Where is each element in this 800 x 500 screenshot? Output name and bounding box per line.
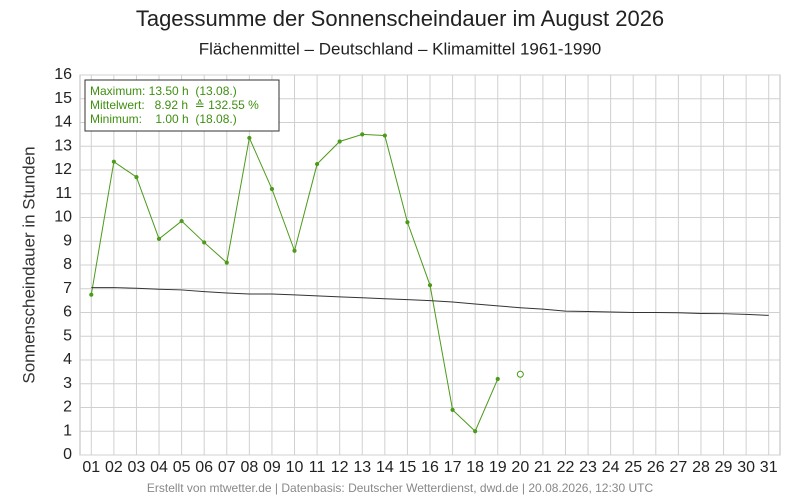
data-point [224,260,229,265]
x-tick-label: 29 [715,459,733,476]
y-axis-label: Sonnenscheindauer in Stunden [19,146,38,383]
series-line [91,287,769,316]
x-tick-label: 25 [624,459,642,476]
data-point [134,175,139,180]
y-tick-label: 16 [54,66,72,83]
footer-source: Erstellt von mtwetter.de | Datenbasis: D… [147,481,654,495]
x-tick-label: 03 [128,459,146,476]
x-tick-label: 05 [173,459,191,476]
y-tick-label: 7 [63,280,72,297]
x-tick-label: 11 [309,459,326,476]
y-tick-label: 1 [63,422,72,439]
x-tick-label: 24 [602,459,620,476]
data-point [360,132,365,137]
x-tick-label: 27 [669,459,687,476]
x-tick-label: 22 [557,459,575,476]
data-point [495,376,500,382]
x-tick-label: 23 [579,459,597,476]
data-point [179,218,184,224]
data-point [247,135,252,141]
data-point [202,240,207,245]
x-tick-label: 19 [489,459,507,476]
y-tick-label: 0 [63,446,72,463]
x-tick-label: 30 [737,459,755,476]
x-tick-label: 10 [286,459,304,476]
chart-subtitle: Flächenmittel – Deutschland – Klimamitte… [199,39,602,58]
x-tick-label: 18 [466,459,484,476]
x-tick-label: 08 [240,459,258,476]
data-point [337,139,342,144]
x-tick-label: 31 [760,459,778,476]
x-tick-label: 01 [82,459,100,476]
chart-title: Tagessumme der Sonnenscheindauer im Augu… [136,6,664,31]
x-tick-label: 21 [534,459,552,476]
stats-line: Minimum: 1.00 h (18.08.) [90,112,237,126]
y-tick-label: 11 [55,185,72,202]
data-point [292,248,297,253]
y-tick-label: 12 [54,161,72,178]
x-tick-label: 20 [511,459,529,476]
data-point [111,159,116,164]
y-tick-label: 8 [63,256,72,273]
y-tick-label: 2 [63,399,72,416]
y-tick-label: 6 [63,304,72,321]
data-point [450,407,455,412]
data-point [473,429,478,434]
x-tick-label: 26 [647,459,665,476]
data-point [89,292,94,297]
stats-line: Mittelwert: 8.92 h ≙ 132.55 % [90,98,259,112]
x-tick-label: 28 [692,459,710,476]
data-point [427,283,433,288]
y-tick-label: 13 [54,137,72,154]
x-tick-label: 06 [195,459,213,476]
y-tick-label: 9 [63,232,72,249]
x-tick-label: 04 [150,459,168,476]
y-tick-label: 3 [63,375,72,392]
y-tick-label: 10 [54,209,72,226]
x-tick-label: 17 [444,459,462,476]
data-point [156,236,162,241]
stats-box: Maximum: 13.50 h (13.08.)Mittelwert: 8.9… [84,79,280,132]
x-tick-label: 09 [263,459,281,476]
y-tick-label: 5 [63,327,72,344]
data-point [405,220,410,225]
y-tick-label: 4 [63,351,72,368]
stats-line: Maximum: 13.50 h (13.08.) [90,84,237,98]
data-point [516,370,524,378]
x-tick-label: 02 [105,459,123,476]
x-tick-label: 16 [421,459,439,476]
x-tick-label: 13 [353,459,371,476]
data-point [382,133,387,138]
data-point [269,186,275,192]
x-tick-label: 15 [399,459,417,476]
y-tick-label: 15 [54,90,72,107]
y-tick-label: 14 [54,114,72,131]
stats-box-frame [84,79,280,132]
x-tick-label: 12 [331,459,349,476]
x-tick-label: 07 [218,459,236,476]
x-tick-label: 14 [376,459,394,476]
data-point [314,161,320,167]
